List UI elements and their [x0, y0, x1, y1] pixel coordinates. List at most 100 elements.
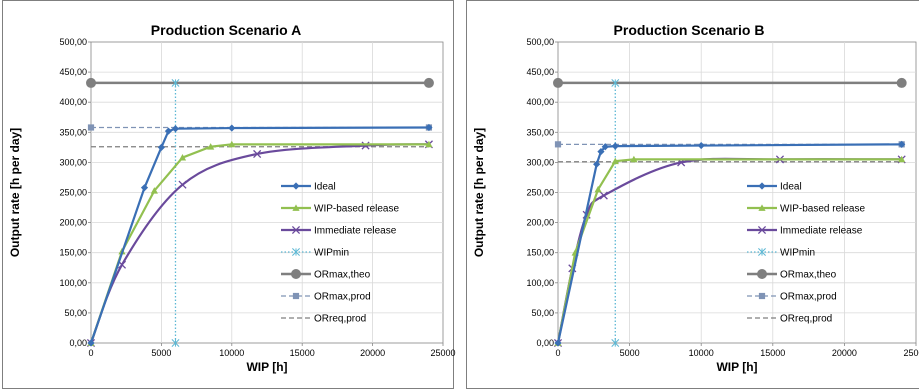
x-tick-label: 25000: [430, 348, 455, 358]
series-immediate-release: [553, 155, 906, 348]
data-point: [171, 78, 180, 87]
legend-label: WIP-based release: [314, 204, 399, 215]
legend-swatch-marker: [292, 204, 300, 211]
legend-label: Immediate release: [780, 226, 863, 237]
chart-title: Production Scenario A: [151, 22, 301, 38]
legend-swatch-marker: [291, 269, 301, 279]
legend-item: WIPmin: [281, 248, 349, 259]
data-point: [361, 141, 370, 150]
legend-label: ORreq,prod: [314, 314, 366, 325]
chart-title: Production Scenario B: [614, 22, 765, 38]
data-point: [593, 160, 601, 168]
data-point: [228, 124, 236, 132]
legend-label: Immediate release: [314, 226, 397, 237]
legend-swatch-marker: [292, 292, 300, 300]
series-wip-based-release: [554, 155, 906, 346]
y-tick-label: 250,00: [526, 188, 554, 198]
series-wip-based-release: [87, 140, 433, 346]
series-ideal: [554, 140, 906, 347]
series-line: [556, 158, 902, 344]
data-point: [898, 155, 906, 163]
y-tick-label: 300,00: [526, 157, 554, 167]
x-tick-label: 5000: [620, 348, 640, 358]
legend-swatch-marker: [757, 269, 767, 279]
y-axis-title: Output rate [h per day]: [8, 128, 22, 257]
y-tick-label: 0,00: [69, 338, 87, 348]
data-point: [171, 125, 180, 133]
data-point: [207, 143, 215, 150]
legend-swatch-marker: [758, 182, 766, 190]
y-tick-label: 150,00: [526, 248, 554, 258]
y-tick-label: 200,00: [526, 218, 554, 228]
y-axis-title: Output rate [h per day]: [472, 128, 486, 257]
x-tick-label: 10000: [219, 348, 244, 358]
data-point: [611, 339, 620, 347]
data-point: [86, 77, 96, 88]
legend-label: ORmax,theo: [314, 270, 371, 281]
y-tick-label: 50,00: [531, 308, 554, 318]
legend-item: ORmax,theo: [281, 269, 371, 281]
chart-scenario-b: 0 5000 10000 15000 20000 25000 0,00 50,00 100,00…: [466, 0, 919, 389]
legend-item: Ideal: [281, 182, 336, 193]
y-tick-label: 250,00: [59, 188, 87, 198]
series-wipmin: [611, 78, 620, 347]
y-tick-label: 100,00: [59, 278, 87, 288]
series-ormax-theo: [86, 77, 434, 88]
x-tick-label: 20000: [832, 348, 857, 358]
series-immediate-release: [86, 140, 433, 348]
data-point: [140, 184, 149, 192]
legend-item: Immediate release: [281, 226, 397, 237]
legend-label: Ideal: [780, 182, 802, 193]
y-tick-label: 150,00: [59, 248, 87, 258]
data-point: [228, 140, 236, 148]
data-point: [553, 77, 563, 88]
data-point: [611, 157, 619, 165]
y-tick-label: 50,00: [64, 308, 87, 318]
x-axis-title: WIP [h]: [716, 360, 757, 374]
chart-scenario-a-svg: 0 5000 10000 15000 20000 25000 0,00 50,00 100,00…: [8, 22, 456, 374]
x-tick-label: 20000: [360, 348, 385, 358]
legend-item: Ideal: [747, 182, 802, 193]
legend-swatch-marker: [758, 204, 766, 211]
data-point: [178, 180, 187, 189]
data-point: [423, 77, 434, 88]
data-point: [697, 141, 705, 150]
data-point: [554, 141, 562, 148]
data-point: [611, 142, 619, 150]
legend-item: WIPmin: [747, 248, 815, 259]
legend-item: ORreq,prod: [747, 314, 832, 325]
x-tick-label: 0: [555, 348, 560, 358]
y-tick-label: 500,00: [526, 37, 554, 47]
legend-swatch-marker: [758, 248, 766, 256]
data-point: [150, 187, 158, 194]
series-ideal: [87, 123, 433, 347]
y-tick-label: 200,00: [59, 218, 87, 228]
x-tick-label: 5000: [151, 348, 171, 358]
legend-item: ORmax,prod: [281, 292, 371, 303]
legend-label: WIP-based release: [780, 204, 865, 215]
legend-label: WIPmin: [314, 248, 349, 259]
data-point: [611, 78, 620, 87]
series-wipmin: [171, 78, 180, 347]
y-tick-label: 0,00: [536, 338, 554, 348]
legend-swatch-marker: [291, 225, 301, 235]
data-point: [171, 339, 180, 347]
x-tick-label: 25000: [903, 348, 919, 358]
legend-label: WIPmin: [780, 248, 815, 259]
y-tick-label: 350,00: [526, 127, 554, 137]
x-tick-label: 15000: [290, 348, 315, 358]
data-point: [157, 143, 165, 151]
legend-label: ORmax,prod: [780, 292, 837, 303]
y-tick-label: 450,00: [59, 67, 87, 77]
chart-scenario-a: 0 5000 10000 15000 20000 25000 0,00 50,00 100,00…: [2, 0, 456, 389]
data-point: [898, 140, 906, 148]
legend-label: ORmax,prod: [314, 292, 371, 303]
legend-swatch-marker: [292, 248, 300, 256]
legend-label: ORmax,theo: [780, 270, 837, 281]
y-tick-label: 100,00: [526, 278, 554, 288]
legend-swatch-marker: [758, 292, 766, 300]
legend-item: WIP-based release: [281, 204, 399, 215]
data-point: [896, 77, 907, 88]
legend-label: ORreq,prod: [780, 314, 832, 325]
legend-item: Immediate release: [747, 226, 863, 237]
